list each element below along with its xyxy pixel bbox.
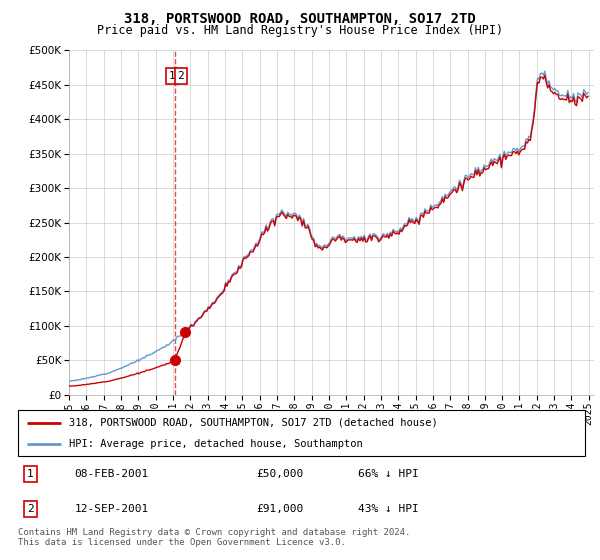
Text: 08-FEB-2001: 08-FEB-2001: [75, 469, 149, 479]
Text: Price paid vs. HM Land Registry's House Price Index (HPI): Price paid vs. HM Land Registry's House …: [97, 24, 503, 37]
Text: 1: 1: [27, 469, 34, 479]
Text: 12-SEP-2001: 12-SEP-2001: [75, 504, 149, 514]
Text: 66% ↓ HPI: 66% ↓ HPI: [358, 469, 419, 479]
Text: 318, PORTSWOOD ROAD, SOUTHAMPTON, SO17 2TD: 318, PORTSWOOD ROAD, SOUTHAMPTON, SO17 2…: [124, 12, 476, 26]
Text: HPI: Average price, detached house, Southampton: HPI: Average price, detached house, Sout…: [69, 439, 363, 449]
Text: 1: 1: [169, 71, 175, 81]
Text: 318, PORTSWOOD ROAD, SOUTHAMPTON, SO17 2TD (detached house): 318, PORTSWOOD ROAD, SOUTHAMPTON, SO17 2…: [69, 418, 438, 428]
Text: 2: 2: [178, 71, 184, 81]
Text: £50,000: £50,000: [256, 469, 304, 479]
Text: Contains HM Land Registry data © Crown copyright and database right 2024.
This d: Contains HM Land Registry data © Crown c…: [18, 528, 410, 547]
Text: 43% ↓ HPI: 43% ↓ HPI: [358, 504, 419, 514]
Text: 2: 2: [27, 504, 34, 514]
Text: £91,000: £91,000: [256, 504, 304, 514]
